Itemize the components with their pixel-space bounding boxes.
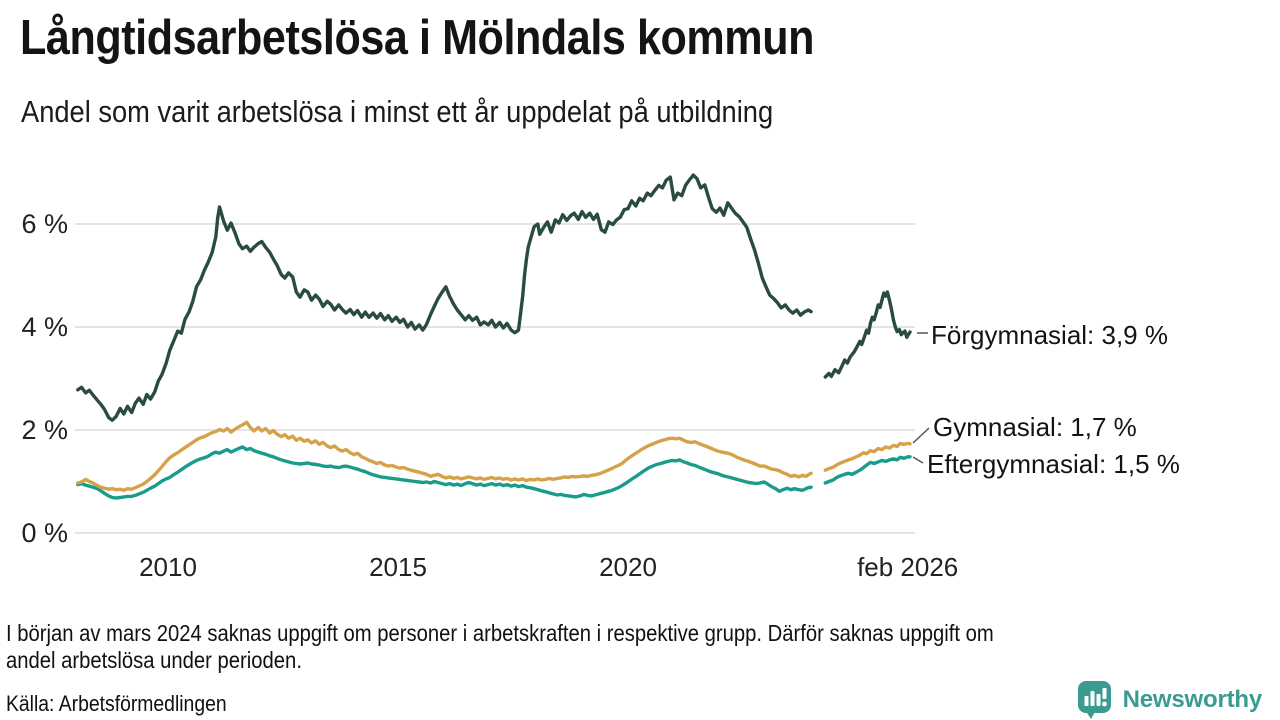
source-credit: Källa: Arbetsförmedlingen	[6, 691, 227, 716]
label-connectors	[912, 332, 930, 464]
y-tick-label: 0 %	[21, 518, 68, 548]
x-tick-label: 2015	[369, 552, 427, 582]
series-lines	[76, 173, 912, 500]
newsworthy-wordmark: Newsworthy	[1122, 686, 1263, 713]
newsworthy-logo-icon	[1077, 681, 1111, 719]
x-tick-label: 2010	[139, 552, 197, 582]
footnote-line2: andel arbetslösa under perioden.	[6, 647, 302, 673]
series-line-eftergymnasial	[823, 455, 912, 485]
series-line-gymnasial	[76, 420, 813, 492]
connector-eftergymnasial	[912, 456, 924, 464]
series-line-förgymnasial	[823, 290, 912, 379]
series-line-förgymnasial	[76, 173, 813, 422]
gridlines	[75, 223, 915, 534]
series-label-forgymnasial: Förgymnasial: 3,9 %	[931, 320, 1168, 350]
x-tick-label: 2020	[599, 552, 657, 582]
y-tick-label: 4 %	[21, 312, 68, 342]
y-tick-label: 6 %	[21, 209, 68, 239]
footnote-line1: I början av mars 2024 saknas uppgift om …	[6, 620, 994, 646]
newsworthy-logo: Newsworthy	[1077, 680, 1262, 720]
x-tick-label: feb 2026	[857, 552, 959, 582]
connector-gymnasial	[912, 427, 930, 444]
page-title: Långtidsarbetslösa i Mölndals kommun	[20, 11, 814, 65]
chart-subtitle: Andel som varit arbetslösa i minst ett å…	[21, 94, 774, 129]
series-line-eftergymnasial	[76, 445, 813, 500]
series-label-eftergymnasial: Eftergymnasial: 1,5 %	[927, 449, 1180, 479]
series-line-gymnasial	[823, 441, 912, 472]
series-label-gymnasial: Gymnasial: 1,7 %	[933, 412, 1137, 442]
y-tick-label: 2 %	[21, 415, 68, 445]
